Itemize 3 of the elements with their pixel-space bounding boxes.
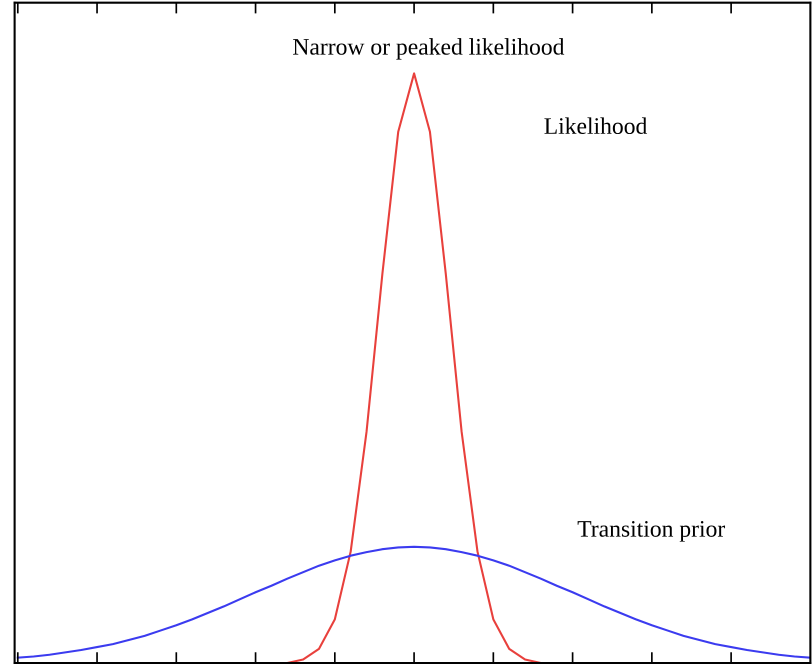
text: Narrow or peaked likelihood [293,38,564,60]
annotation: Likelihood [544,117,648,134]
annotation: Transition prior [578,520,726,542]
